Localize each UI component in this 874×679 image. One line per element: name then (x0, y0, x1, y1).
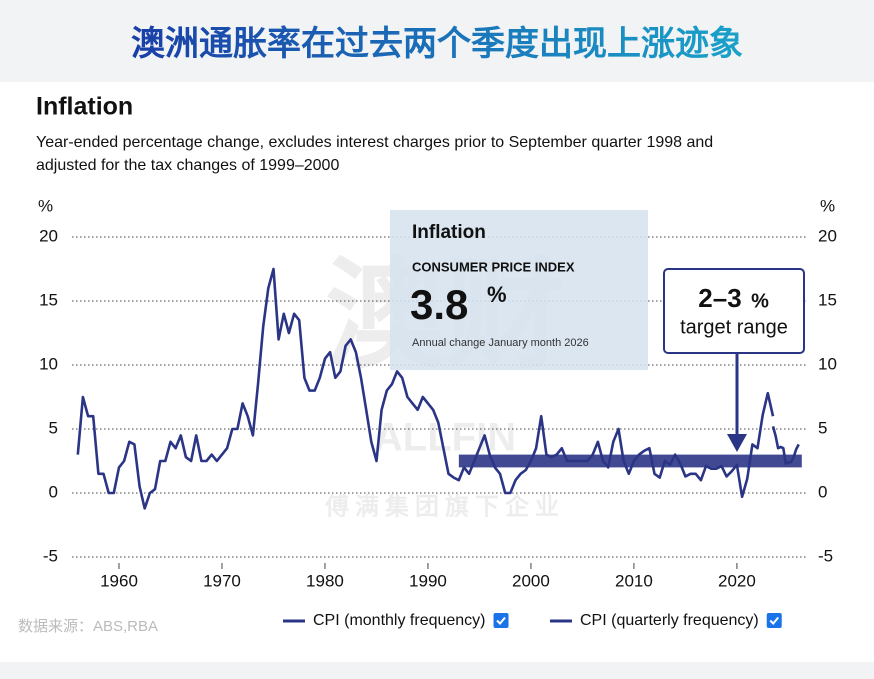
series-line (76, 267, 775, 510)
watermark-tagline: 傅满集团旗下企业 (324, 492, 565, 520)
x-tick-label: 2020 (718, 571, 756, 590)
y2-tick-label: -5 (818, 546, 833, 565)
inset-label: CONSUMER PRICE INDEX (412, 259, 575, 274)
y2-tick-label: 15 (818, 290, 837, 309)
y-unit: % (38, 196, 53, 215)
y-tick-label: 10 (39, 354, 58, 373)
inset-box (390, 210, 648, 370)
x-tick-label: 1980 (306, 571, 344, 590)
inset-note: Annual change January month 2026 (412, 337, 589, 349)
x-tick-label: 1960 (100, 571, 138, 590)
callout-unit: % (751, 290, 769, 312)
y2-tick-label: 5 (818, 418, 827, 437)
subtitle: adjusted for the tax changes of 1999–200… (36, 157, 339, 174)
x-tick-label: 1970 (203, 571, 241, 590)
y2-tick-label: 10 (818, 354, 837, 373)
callout-label: target range (680, 316, 788, 338)
source: 数据来源：ABS,RBA (18, 618, 158, 635)
y-tick-label: 0 (49, 482, 58, 501)
legend-checkbox[interactable] (766, 613, 782, 628)
y-tick-label: -5 (43, 546, 58, 565)
callout-box (663, 268, 805, 354)
y2-tick-label: 20 (818, 226, 837, 245)
x-tick-label: 2010 (615, 571, 653, 590)
legend-label: CPI (quarterly frequency) (580, 612, 759, 629)
y2-tick-label: 0 (818, 482, 827, 501)
y-tick-label: 15 (39, 290, 58, 309)
legend-checkbox[interactable] (493, 613, 509, 628)
inset-title: Inflation (412, 222, 486, 243)
target-band (458, 454, 802, 468)
legend-label: CPI (monthly frequency) (313, 612, 486, 629)
callout-value: 2–3 (698, 283, 741, 313)
subtitle: Year-ended percentage change, excludes i… (36, 134, 713, 151)
chart-title: Inflation (36, 93, 133, 121)
y-tick-label: 20 (39, 226, 58, 245)
inset-value: 3.8 (410, 281, 468, 328)
inset-unit: % (487, 282, 507, 307)
legend-check[interactable] (769, 616, 780, 625)
legend-check[interactable] (496, 616, 506, 625)
y2-unit: % (820, 196, 835, 215)
card (0, 82, 874, 662)
callout-arrowhead (727, 434, 747, 452)
banner-title: 澳洲通胀率在过去两个季度出现上涨迹象 (131, 25, 743, 63)
x-tick-label: 1990 (409, 571, 447, 590)
y-tick-label: 5 (49, 418, 58, 437)
x-tick-label: 2000 (512, 571, 550, 590)
